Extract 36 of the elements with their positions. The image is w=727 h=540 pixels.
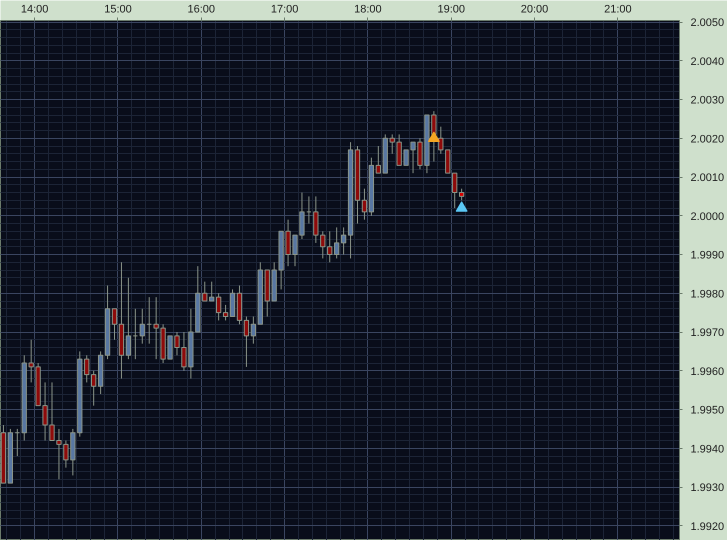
candlestick — [417, 138, 423, 170]
y-tick-label: 1.9990 — [690, 250, 724, 262]
x-tick-label: 18:00 — [354, 4, 382, 16]
x-tick-label: 21:00 — [604, 4, 632, 16]
y-tick-label: 1.9980 — [690, 288, 724, 300]
candlestick — [154, 296, 159, 360]
y-tick-label: 2.0040 — [690, 56, 724, 68]
candlestick — [230, 288, 236, 318]
y-tick-label: 2.0010 — [690, 172, 724, 184]
candlestick — [174, 332, 180, 356]
y-tick-label: 2.0000 — [690, 210, 724, 223]
candlestick — [140, 308, 145, 344]
candlestick — [299, 192, 305, 240]
candlestick — [222, 304, 228, 321]
x-tick-label: 16:00 — [188, 4, 216, 16]
y-tick-label: 1.9930 — [690, 482, 724, 494]
candlestick — [292, 234, 298, 267]
x-tick-label: 17:00 — [270, 4, 298, 16]
x-tick-label: 15:00 — [104, 4, 132, 16]
candlestick — [438, 126, 444, 154]
candlestick — [112, 308, 118, 340]
candlestick — [42, 382, 48, 442]
candlestick — [458, 188, 464, 201]
y-tick-label: 1.9940 — [690, 443, 724, 456]
candlestick — [410, 142, 416, 174]
y-tick-label: 1.9960 — [690, 366, 724, 378]
x-tick-label: 19:00 — [437, 4, 465, 16]
y-tick-label: 1.9920 — [690, 520, 724, 533]
y-tick-label: 1.9950 — [690, 404, 724, 417]
y-tick-label: 2.0020 — [690, 133, 724, 146]
x-tick-label: 20:00 — [520, 4, 548, 16]
y-tick-label: 2.0030 — [690, 94, 724, 107]
y-tick-label: 1.9970 — [690, 327, 724, 340]
y-tick-label: 2.0050 — [690, 17, 724, 30]
candlestick — [49, 382, 55, 442]
x-tick-label: 14:00 — [20, 4, 48, 16]
